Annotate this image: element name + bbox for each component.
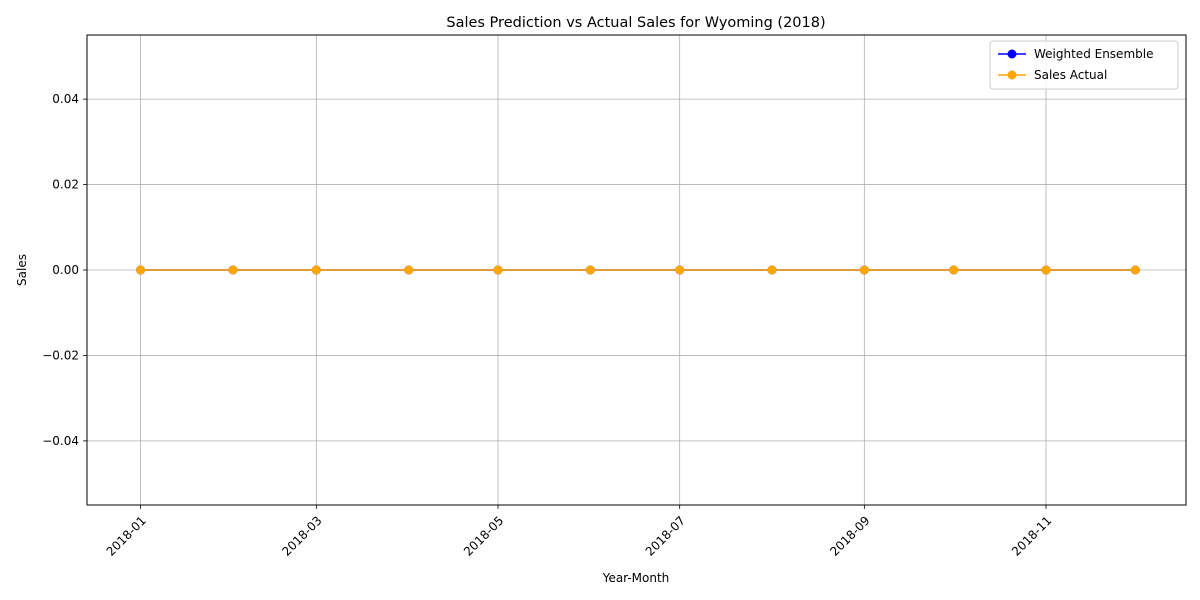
y-tick-label: 0.04 (52, 92, 79, 106)
data-point (136, 265, 146, 275)
data-point (675, 265, 685, 275)
y-tick-label: 0.00 (52, 263, 79, 277)
legend-marker (1007, 70, 1017, 80)
data-point (1041, 265, 1051, 275)
data-point (767, 265, 777, 275)
data-point (859, 265, 869, 275)
y-tick-label: −0.04 (42, 434, 79, 448)
data-point (1130, 265, 1140, 275)
y-tick-label: 0.02 (52, 178, 79, 192)
legend-box (989, 40, 1179, 90)
data-point (493, 265, 503, 275)
data-point (949, 265, 959, 275)
y-axis-ticks: 0.04 0.02 0.00 −0.02 −0.04 (42, 92, 87, 448)
legend: Weighted Ensemble Sales Actual (989, 40, 1179, 90)
legend-marker (1007, 49, 1017, 59)
data-point (404, 265, 414, 275)
y-tick-label: −0.02 (42, 348, 79, 362)
data-point (585, 265, 595, 275)
legend-label: Weighted Ensemble (1034, 47, 1153, 61)
data-point (228, 265, 238, 275)
chart-title: Sales Prediction vs Actual Sales for Wyo… (446, 15, 825, 31)
series-layer (136, 265, 1140, 275)
legend-label: Sales Actual (1034, 68, 1107, 82)
x-axis-label: Year-Month (602, 571, 670, 585)
data-point (311, 265, 321, 275)
y-axis-label: Sales (15, 254, 29, 286)
